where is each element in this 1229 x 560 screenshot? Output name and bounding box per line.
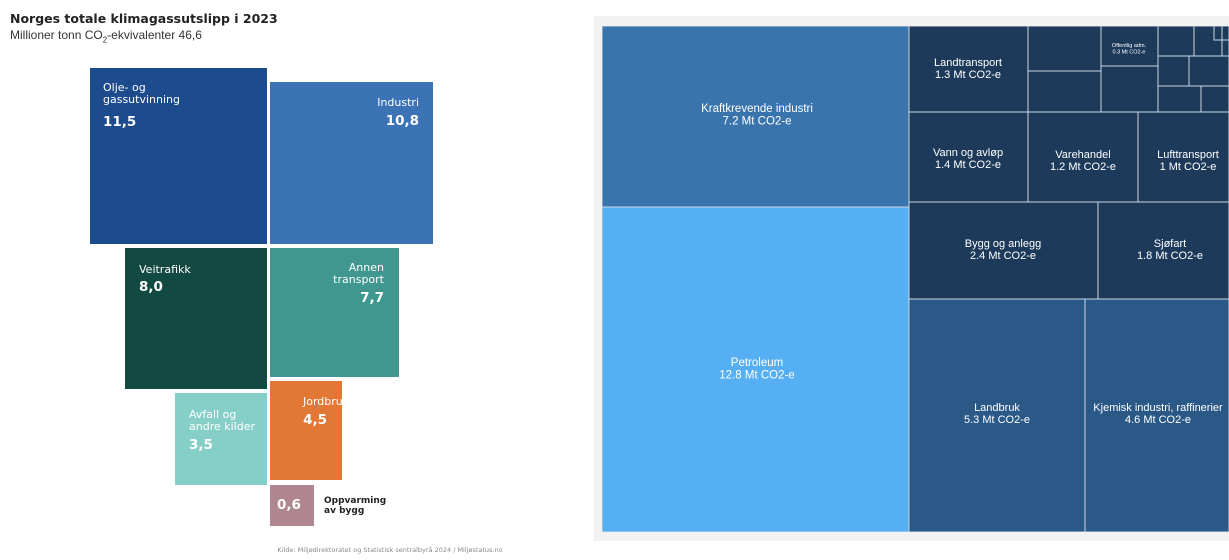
treemap-cell-label: Vann og avløp [933, 147, 1003, 159]
treemap-small-cell [1100, 65, 1159, 113]
treemap-cell-value: 1.2 Mt CO2-e [1050, 161, 1116, 173]
source-note: Kilde: Miljødirektoratet og Statistisk s… [277, 546, 503, 554]
treemap-cell-value: 7.2 Mt CO2-e [722, 116, 791, 128]
treemap-cell [1097, 201, 1229, 300]
page-title: Norges totale klimagassutslipp i 2023 [10, 11, 278, 26]
treemap-cell-label: Landtransport [934, 57, 1002, 69]
cell-avfall: Avfall og andre kilder 3,5 [175, 393, 267, 485]
subtitle-prefix: Millioner tonn CO [10, 28, 103, 42]
treemap-cell-label: Landbruk [974, 402, 1020, 414]
treemap-cell-label: Sjøfart [1154, 238, 1186, 250]
treemap-cell [908, 298, 1086, 532]
treemap-cell-value: 1 Mt CO2-e [1160, 161, 1217, 173]
treemap-small-cell [1157, 26, 1195, 57]
treemap-cell [602, 26, 910, 208]
cell-avfall-label: Avfall og andre kilder [189, 408, 255, 433]
cell-olje-label: Olje- og gassutvinning [103, 81, 180, 106]
treemap-cell [1137, 111, 1229, 203]
cell-jordbruk: Jordbruk 4,5 [270, 381, 349, 480]
treemap-cell-label: Bygg og anlegg [965, 238, 1041, 250]
treemap-cell-label: Offentlig adm. [1112, 43, 1147, 49]
cell-industri-label: Industri [377, 96, 419, 109]
treemap-cell-value: 1.4 Mt CO2-e [935, 159, 1001, 171]
treemap-cell-label: Kjemisk industri, raffinerier [1093, 402, 1223, 414]
treemap-small-cell [1221, 39, 1229, 57]
cell-annen-label: Annen transport [333, 261, 384, 286]
cell-oppvarming-label: Oppvarming av bygg [324, 496, 387, 516]
treemap-cell-label: Varehandel [1055, 149, 1110, 161]
treemap-cell-value: 1.8 Mt CO2-e [1137, 250, 1203, 262]
treemap-small-cell [1221, 26, 1229, 41]
cell-veitrafikk-value: 8,0 [139, 279, 163, 295]
treemap-cell-value: 12.8 Mt CO2-e [719, 370, 794, 382]
cell-jordbruk-value: 4,5 [303, 412, 327, 428]
cell-oppvarming-value: 0,6 [277, 497, 301, 513]
treemap-cell [908, 201, 1099, 300]
treemap-chart: Kraftkrevende industri 7.2 Mt CO2-e Petrol… [602, 26, 1229, 532]
treemap-small-cell [1157, 55, 1190, 87]
treemap-cell [908, 26, 1029, 113]
treemap-cell [1084, 298, 1229, 532]
cell-avfall-value: 3,5 [189, 437, 213, 453]
treemap-cell-value: 5.3 Mt CO2-e [964, 414, 1030, 426]
subtitle-subscript: 2 [102, 35, 108, 45]
subtitle-suffix: -ekvivalenter 46,6 [107, 28, 202, 42]
treemap-cell [908, 111, 1029, 203]
cell-annen-transport: Annen transport 7,7 [270, 248, 399, 377]
cell-veitrafikk: Veitrafikk 8,0 [125, 248, 267, 389]
cell-industri-value: 10,8 [385, 113, 419, 129]
cell-jordbruk-label: Jordbruk [303, 395, 350, 408]
cell-olje: Olje- og gassutvinning 11,5 [90, 68, 267, 244]
treemap-small-cell [1027, 70, 1102, 113]
treemap-small-cell [1188, 55, 1229, 87]
cell-industri: Industri 10,8 [270, 82, 433, 244]
treemap-small-cell [1157, 85, 1202, 113]
cell-veitrafikk-label: Veitrafikk [139, 263, 191, 276]
treemap-cell-value: 2.4 Mt CO2-e [970, 250, 1036, 262]
infographic-panel: Norges totale klimagassutslipp i 2023 Mi… [0, 0, 560, 560]
treemap-small-cell [1213, 26, 1223, 41]
treemap-cell-value: 0.3 Mt CO2-e [1112, 50, 1145, 56]
treemap-cell-label: Lufttransport [1157, 149, 1219, 161]
treemap-small-cell [1027, 26, 1102, 72]
treemap-cell-label: Kraftkrevende industri [701, 103, 813, 115]
page-subtitle: Millioner tonn CO2-ekvivalenter 46,6 [10, 28, 202, 44]
cell-oppvarming: 0,6 [270, 485, 314, 526]
treemap-cell-label: Petroleum [731, 357, 783, 369]
treemap-cell-value: 1.3 Mt CO2-e [935, 69, 1001, 81]
cell-olje-value: 11,5 [103, 114, 137, 130]
treemap-small-cell [1200, 85, 1229, 113]
cell-annen-value: 7,7 [360, 290, 384, 306]
treemap-cell-value: 4.6 Mt CO2-e [1125, 414, 1191, 426]
